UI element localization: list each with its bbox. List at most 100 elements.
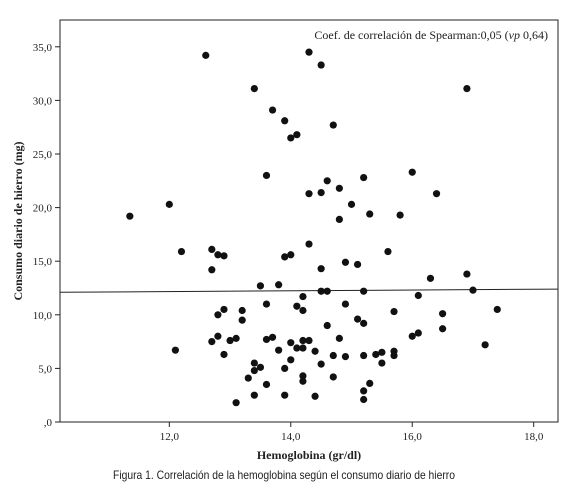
- y-tick-label: 10,0: [33, 310, 53, 322]
- data-point: [408, 168, 416, 176]
- figure-caption: Figura 1. Correlación de la hemoglobina …: [113, 468, 455, 482]
- data-point: [366, 379, 374, 388]
- y-tick-label: ,0: [44, 417, 53, 429]
- data-point: [299, 292, 307, 301]
- data-point: [396, 211, 404, 219]
- data-point: [329, 121, 337, 129]
- data-point: [299, 336, 307, 345]
- data-point: [250, 359, 258, 367]
- data-point: [305, 240, 313, 248]
- data-point: [299, 306, 307, 315]
- data-point: [232, 334, 240, 342]
- y-axis: ,0 5,0 10,0 15,0 20,0 25,0 30,0 35,0: [33, 42, 60, 429]
- data-point: [299, 372, 307, 380]
- data-point: [372, 350, 380, 359]
- data-point: [378, 348, 386, 356]
- data-point: [287, 356, 295, 364]
- data-point: [439, 325, 447, 333]
- data-point: [214, 251, 222, 259]
- data-point: [463, 85, 471, 93]
- data-point: [439, 310, 447, 318]
- data-point: [317, 61, 325, 69]
- y-tick-label: 35,0: [33, 42, 53, 54]
- y-tick-label: 25,0: [33, 149, 53, 161]
- y-axis-title: Consumo diario de hierro (mg): [11, 141, 25, 300]
- data-point: [323, 287, 331, 295]
- data-point: [335, 184, 343, 192]
- data-point: [238, 306, 246, 315]
- data-point: [262, 171, 271, 180]
- data-point: [256, 282, 265, 290]
- data-point: [262, 335, 271, 344]
- data-point: [250, 391, 258, 399]
- y-tick-label: 5,0: [38, 363, 52, 375]
- data-point: [390, 351, 398, 360]
- data-point: [281, 364, 289, 372]
- data-point: [317, 265, 325, 273]
- data-point: [275, 281, 283, 289]
- data-point: [335, 215, 343, 223]
- data-point: [220, 305, 228, 314]
- data-point: [360, 287, 368, 295]
- data-point: [329, 351, 337, 360]
- y-tick-label: 30,0: [33, 95, 53, 107]
- data-point: [463, 270, 471, 278]
- x-tick-label: 16,0: [403, 431, 423, 443]
- data-point: [305, 48, 313, 56]
- data-point: [293, 131, 301, 139]
- y-tick-label: 20,0: [33, 203, 53, 215]
- data-point: [353, 315, 362, 323]
- x-tick-label: 18,0: [524, 431, 544, 443]
- data-point: [202, 51, 210, 59]
- data-point: [323, 321, 331, 330]
- data-point: [317, 287, 325, 295]
- data-point: [268, 106, 277, 114]
- data-point: [305, 190, 313, 198]
- data-point: [469, 286, 477, 294]
- x-tick-label: 14,0: [281, 431, 301, 443]
- data-point: [177, 247, 186, 256]
- data-point: [165, 200, 173, 208]
- data-point: [378, 359, 386, 367]
- data-point: [220, 350, 228, 359]
- data-point: [341, 258, 350, 266]
- data-point: [244, 374, 252, 382]
- data-point: [305, 336, 313, 345]
- data-point: [262, 300, 271, 308]
- data-point: [208, 266, 216, 274]
- data-point: [287, 134, 295, 142]
- data-point: [360, 173, 368, 182]
- data-point: [317, 188, 325, 197]
- data-point: [214, 311, 222, 319]
- data-point: [481, 341, 489, 349]
- data-point: [384, 247, 392, 256]
- data-point: [226, 336, 234, 345]
- data-point: [232, 399, 240, 407]
- data-point: [281, 117, 289, 125]
- data-point: [208, 338, 216, 346]
- x-tick-label: 12,0: [160, 431, 180, 443]
- data-point: [432, 190, 441, 198]
- data-point: [299, 377, 307, 385]
- data-point: [250, 366, 258, 375]
- data-point: [293, 344, 301, 352]
- data-point: [256, 363, 265, 371]
- scatter-chart: ,0 5,0 10,0 15,0 20,0 25,0 30,0 35,0 12,0 14,0 16…: [11, 19, 559, 462]
- data-point: [250, 85, 258, 93]
- data-point: [220, 252, 228, 260]
- data-point: [238, 316, 246, 324]
- data-point: [299, 344, 307, 352]
- data-point: [341, 300, 350, 308]
- data-point: [335, 334, 343, 342]
- data-point: [311, 392, 319, 400]
- correlation-annotation: Coef. de correlación de Spearman:0,05 (v…: [314, 28, 548, 42]
- data-point: [323, 177, 331, 185]
- data-point: [268, 333, 277, 341]
- data-point: [353, 260, 362, 269]
- x-axis-title: Hemoglobina (gr/dl): [257, 448, 361, 462]
- data-point: [317, 360, 325, 368]
- data-point: [208, 245, 216, 254]
- data-point: [126, 212, 134, 220]
- data-point: [293, 302, 301, 310]
- plot-area: [59, 19, 559, 423]
